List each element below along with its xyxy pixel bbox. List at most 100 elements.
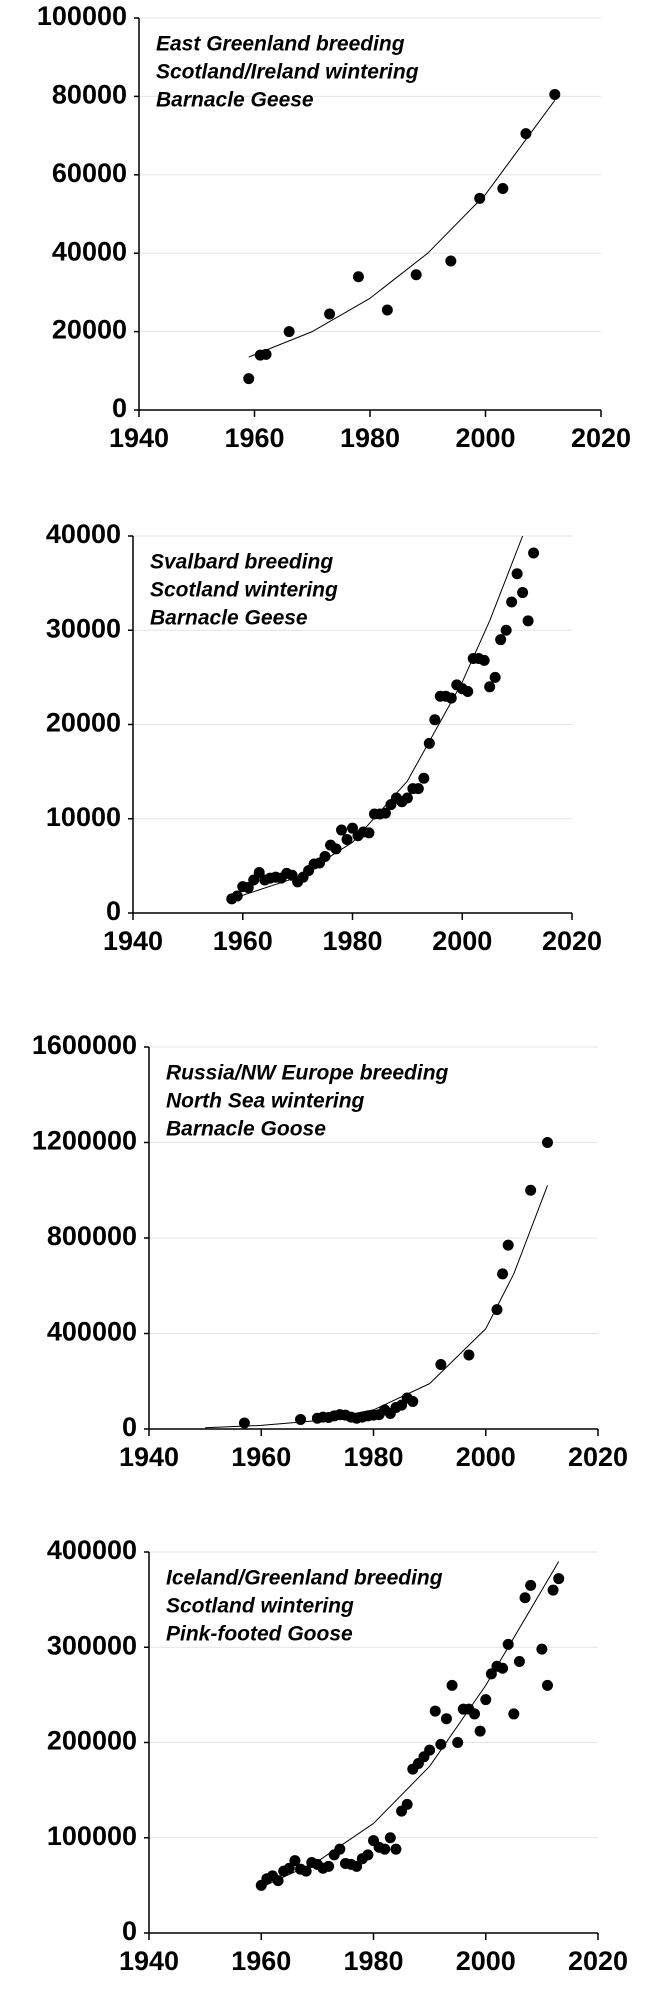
point [289, 1855, 301, 1867]
annotation: East Greenland breeding [156, 33, 405, 56]
x-tick-label: 1960 [224, 423, 284, 453]
point [497, 1662, 509, 1674]
x-tick-label: 1980 [340, 423, 400, 453]
y-tick-label: 40000 [46, 519, 121, 549]
point [330, 843, 342, 855]
point [528, 547, 540, 559]
annotation: Barnacle Goose [166, 1118, 326, 1141]
x-tick-label: 1940 [119, 1442, 179, 1472]
point [390, 1843, 402, 1855]
point [440, 1713, 452, 1725]
trend-line [205, 1185, 548, 1429]
y-tick-label: 100000 [47, 1821, 137, 1851]
point [500, 624, 512, 636]
point [547, 1584, 559, 1596]
annotation: Scotland wintering [150, 579, 338, 602]
x-tick-label: 1980 [343, 1946, 403, 1976]
point [541, 1137, 553, 1148]
point [463, 1349, 475, 1361]
annotation: Russia/NW Europe breeding [166, 1062, 449, 1085]
y-tick-label: 1600000 [32, 1030, 137, 1060]
annotation: North Sea wintering [166, 1090, 365, 1113]
y-tick-label: 200000 [47, 1726, 137, 1756]
point [334, 1843, 346, 1855]
point [435, 1738, 447, 1750]
x-tick-label: 2020 [568, 1442, 628, 1472]
trend-line [261, 1561, 560, 1888]
point [253, 866, 265, 878]
x-tick-label: 1980 [343, 1442, 403, 1472]
y-tick-label: 20000 [46, 708, 121, 738]
point [525, 1579, 537, 1591]
point [323, 1860, 335, 1872]
point [445, 692, 457, 704]
x-tick-label: 2020 [542, 926, 602, 956]
y-tick-label: 30000 [46, 613, 121, 643]
point [248, 874, 260, 886]
point [497, 183, 509, 195]
point [489, 671, 501, 683]
point [410, 269, 422, 281]
point [525, 1184, 537, 1196]
y-tick-label: 800000 [47, 1221, 137, 1251]
point [508, 1708, 520, 1720]
y-tick-label: 300000 [47, 1630, 137, 1660]
y-tick-label: 1200000 [32, 1126, 137, 1156]
x-tick-label: 2020 [568, 1946, 628, 1976]
trend-line [231, 535, 524, 900]
point [242, 882, 254, 894]
x-tick-label: 2020 [571, 423, 631, 453]
x-tick-label: 2000 [432, 926, 492, 956]
point [243, 373, 255, 385]
point [231, 890, 243, 902]
point [429, 714, 441, 726]
point [553, 1573, 565, 1585]
y-tick-label: 100000 [37, 1, 127, 31]
y-tick-label: 80000 [52, 80, 127, 110]
trend-line [248, 100, 556, 358]
point [319, 850, 331, 862]
point [480, 1694, 492, 1706]
y-tick-label: 0 [106, 896, 121, 926]
annotation: Svalbard breeding [150, 551, 333, 574]
point [412, 783, 424, 795]
y-tick-label: 40000 [52, 236, 127, 266]
point [484, 681, 496, 693]
x-tick-label: 2000 [456, 1442, 516, 1472]
y-tick-label: 0 [112, 393, 127, 423]
x-tick-label: 1960 [213, 926, 273, 956]
point [379, 1843, 391, 1855]
point [462, 686, 474, 698]
x-tick-label: 1960 [231, 1442, 291, 1472]
point [272, 1875, 284, 1887]
point [446, 1679, 458, 1691]
point [341, 833, 353, 845]
point [423, 737, 435, 749]
point [474, 1725, 486, 1737]
point [506, 596, 518, 608]
point [424, 1744, 436, 1756]
point [519, 1592, 531, 1604]
point [513, 1656, 525, 1668]
point [351, 1860, 363, 1872]
point [238, 1417, 250, 1429]
point [549, 88, 561, 100]
point [381, 304, 393, 316]
point [379, 807, 391, 819]
y-tick-label: 400000 [47, 1535, 137, 1565]
point [401, 792, 413, 804]
point [478, 654, 490, 666]
x-tick-label: 1940 [103, 926, 163, 956]
y-tick-label: 10000 [46, 802, 121, 832]
point [469, 1708, 481, 1720]
x-tick-label: 2000 [456, 1946, 516, 1976]
y-tick-label: 0 [122, 1412, 137, 1442]
point [536, 1643, 548, 1655]
point [502, 1239, 514, 1251]
y-tick-label: 0 [122, 1916, 137, 1946]
annotation: Scotland/Ireland wintering [156, 61, 419, 84]
point [352, 271, 364, 283]
point [384, 1832, 396, 1844]
point [517, 587, 529, 599]
